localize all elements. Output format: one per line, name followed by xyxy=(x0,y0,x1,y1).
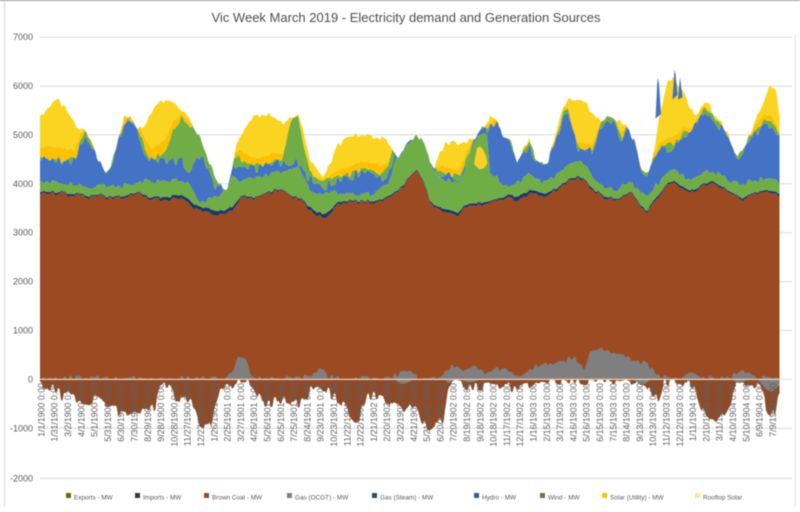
svg-text:7/25/1901 0:00: 7/25/1901 0:00 xyxy=(289,383,299,442)
svg-text:1/21/1902 0:00: 1/21/1902 0:00 xyxy=(369,383,379,442)
svg-text:5/16/1903 0:00: 5/16/1903 0:00 xyxy=(582,383,592,442)
svg-text:6/20/1902 0:00: 6/20/1902 0:00 xyxy=(435,383,445,442)
svg-text:6/30/1900 0:00: 6/30/1900 0:00 xyxy=(116,383,126,442)
svg-text:5000: 5000 xyxy=(13,130,33,140)
svg-text:6000: 6000 xyxy=(13,81,33,91)
svg-text:5/31/1900 0:00: 5/31/1900 0:00 xyxy=(103,383,113,442)
svg-text:10/23/1901 0:00: 10/23/1901 0:00 xyxy=(329,383,339,447)
svg-text:10/28/1900 0:00: 10/28/1900 0:00 xyxy=(169,383,179,447)
svg-text:Wind - MW: Wind - MW xyxy=(548,495,581,502)
svg-text:12/17/1902 0:00: 12/17/1902 0:00 xyxy=(515,383,525,447)
svg-text:7000: 7000 xyxy=(13,32,33,42)
svg-text:1/31/1900 0:00: 1/31/1900 0:00 xyxy=(50,383,60,442)
svg-text:5/1/1900 0:00: 5/1/1900 0:00 xyxy=(90,383,100,437)
svg-text:Vic Week March 2019 - Electric: Vic Week March 2019 - Electricity demand… xyxy=(212,10,601,25)
svg-text:12/12/1903 0:00: 12/12/1903 0:00 xyxy=(675,383,685,447)
svg-text:9/28/1900 0:00: 9/28/1900 0:00 xyxy=(156,383,166,442)
svg-text:11/17/1902 0:00: 11/17/1902 0:00 xyxy=(502,383,512,446)
svg-text:Brown Coal - MW: Brown Coal - MW xyxy=(212,495,263,502)
svg-text:0: 0 xyxy=(28,374,33,384)
svg-text:5/26/1901 0:00: 5/26/1901 0:00 xyxy=(263,383,273,442)
svg-text:7/30/1900 0:00: 7/30/1900 0:00 xyxy=(130,383,140,442)
svg-text:12/27/1900 0:00: 12/27/1900 0:00 xyxy=(196,383,206,447)
svg-text:4/21/1902 0:00: 4/21/1902 0:00 xyxy=(409,383,419,442)
svg-text:4/1/1900 0:00: 4/1/1900 0:00 xyxy=(76,383,86,437)
svg-text:4000: 4000 xyxy=(13,179,33,189)
svg-text:7/9/1904 0:00: 7/9/1904 0:00 xyxy=(768,383,778,437)
svg-text:7/20/1902 0:00: 7/20/1902 0:00 xyxy=(449,383,459,442)
svg-text:Gas (OCGT) - MW: Gas (OCGT) - MW xyxy=(295,495,349,502)
svg-text:Exports - MW: Exports - MW xyxy=(74,495,114,502)
svg-text:2/10/1904 0:00: 2/10/1904 0:00 xyxy=(701,383,711,442)
svg-text:5/10/1904 0:00: 5/10/1904 0:00 xyxy=(741,383,751,442)
svg-text:2/25/1901 0:00: 2/25/1901 0:00 xyxy=(223,383,233,442)
svg-text:4/10/1904 0:00: 4/10/1904 0:00 xyxy=(728,383,738,442)
svg-text:8/14/1903 0:00: 8/14/1903 0:00 xyxy=(622,383,632,442)
svg-text:6/25/1901 0:00: 6/25/1901 0:00 xyxy=(276,383,286,442)
svg-text:Hydro - MW: Hydro - MW xyxy=(482,495,517,502)
svg-text:Solar (Utility) - MW: Solar (Utility) - MW xyxy=(610,495,665,502)
svg-text:3/11/1904 0:00: 3/11/1904 0:00 xyxy=(715,383,725,441)
svg-text:8/29/1900 0:00: 8/29/1900 0:00 xyxy=(143,383,153,442)
svg-text:4/26/1901 0:00: 4/26/1901 0:00 xyxy=(249,383,259,442)
svg-text:1/1/1900 0:00: 1/1/1900 0:00 xyxy=(36,383,46,437)
svg-text:2000: 2000 xyxy=(13,277,33,287)
svg-text:-1000: -1000 xyxy=(10,423,33,433)
svg-text:1/11/1904 0:00: 1/11/1904 0:00 xyxy=(688,383,698,441)
svg-text:Imports - MW: Imports - MW xyxy=(143,495,182,502)
svg-text:2/15/1903 0:00: 2/15/1903 0:00 xyxy=(542,383,552,442)
svg-text:6/15/1903 0:00: 6/15/1903 0:00 xyxy=(595,383,605,442)
svg-text:11/27/1900 0:00: 11/27/1900 0:00 xyxy=(183,383,193,446)
svg-text:4/16/1903 0:00: 4/16/1903 0:00 xyxy=(568,383,578,442)
svg-text:7/15/1903 0:00: 7/15/1903 0:00 xyxy=(608,383,618,442)
svg-text:8/19/1902 0:00: 8/19/1902 0:00 xyxy=(462,383,472,442)
svg-text:1/16/1903 0:00: 1/16/1903 0:00 xyxy=(529,383,539,442)
svg-text:3/22/1902 0:00: 3/22/1902 0:00 xyxy=(396,383,406,442)
svg-text:1000: 1000 xyxy=(13,326,33,336)
svg-text:10/18/1902 0:00: 10/18/1902 0:00 xyxy=(489,383,499,447)
svg-text:9/23/1901 0:00: 9/23/1901 0:00 xyxy=(316,383,326,442)
svg-text:1/26/1901 0:00: 1/26/1901 0:00 xyxy=(209,383,219,442)
svg-text:6/9/1904 0:00: 6/9/1904 0:00 xyxy=(755,383,765,437)
svg-text:5/21/1902 0:00: 5/21/1902 0:00 xyxy=(422,383,432,442)
svg-text:3/17/1903 0:00: 3/17/1903 0:00 xyxy=(555,383,565,442)
svg-text:2/20/1902 0:00: 2/20/1902 0:00 xyxy=(382,383,392,442)
svg-text:11/12/1903 0:00: 11/12/1903 0:00 xyxy=(662,383,672,446)
svg-text:9/13/1903 0:00: 9/13/1903 0:00 xyxy=(635,383,645,442)
svg-text:9/18/1902 0:00: 9/18/1902 0:00 xyxy=(475,383,485,442)
svg-text:3000: 3000 xyxy=(13,228,33,238)
svg-text:12/22/1901 0:00: 12/22/1901 0:00 xyxy=(356,383,366,447)
svg-text:Rooftop Solar: Rooftop Solar xyxy=(703,495,743,502)
svg-text:-2000: -2000 xyxy=(10,473,33,483)
svg-text:11/22/1901 0:00: 11/22/1901 0:00 xyxy=(342,383,352,446)
svg-text:10/13/1903 0:00: 10/13/1903 0:00 xyxy=(648,383,658,447)
svg-text:8/24/1901 0:00: 8/24/1901 0:00 xyxy=(302,383,312,442)
svg-text:3/27/1901 0:00: 3/27/1901 0:00 xyxy=(236,383,246,442)
svg-text:Gas (Steam) - MW: Gas (Steam) - MW xyxy=(380,495,434,502)
svg-text:3/2/1900 0:00: 3/2/1900 0:00 xyxy=(63,383,73,437)
